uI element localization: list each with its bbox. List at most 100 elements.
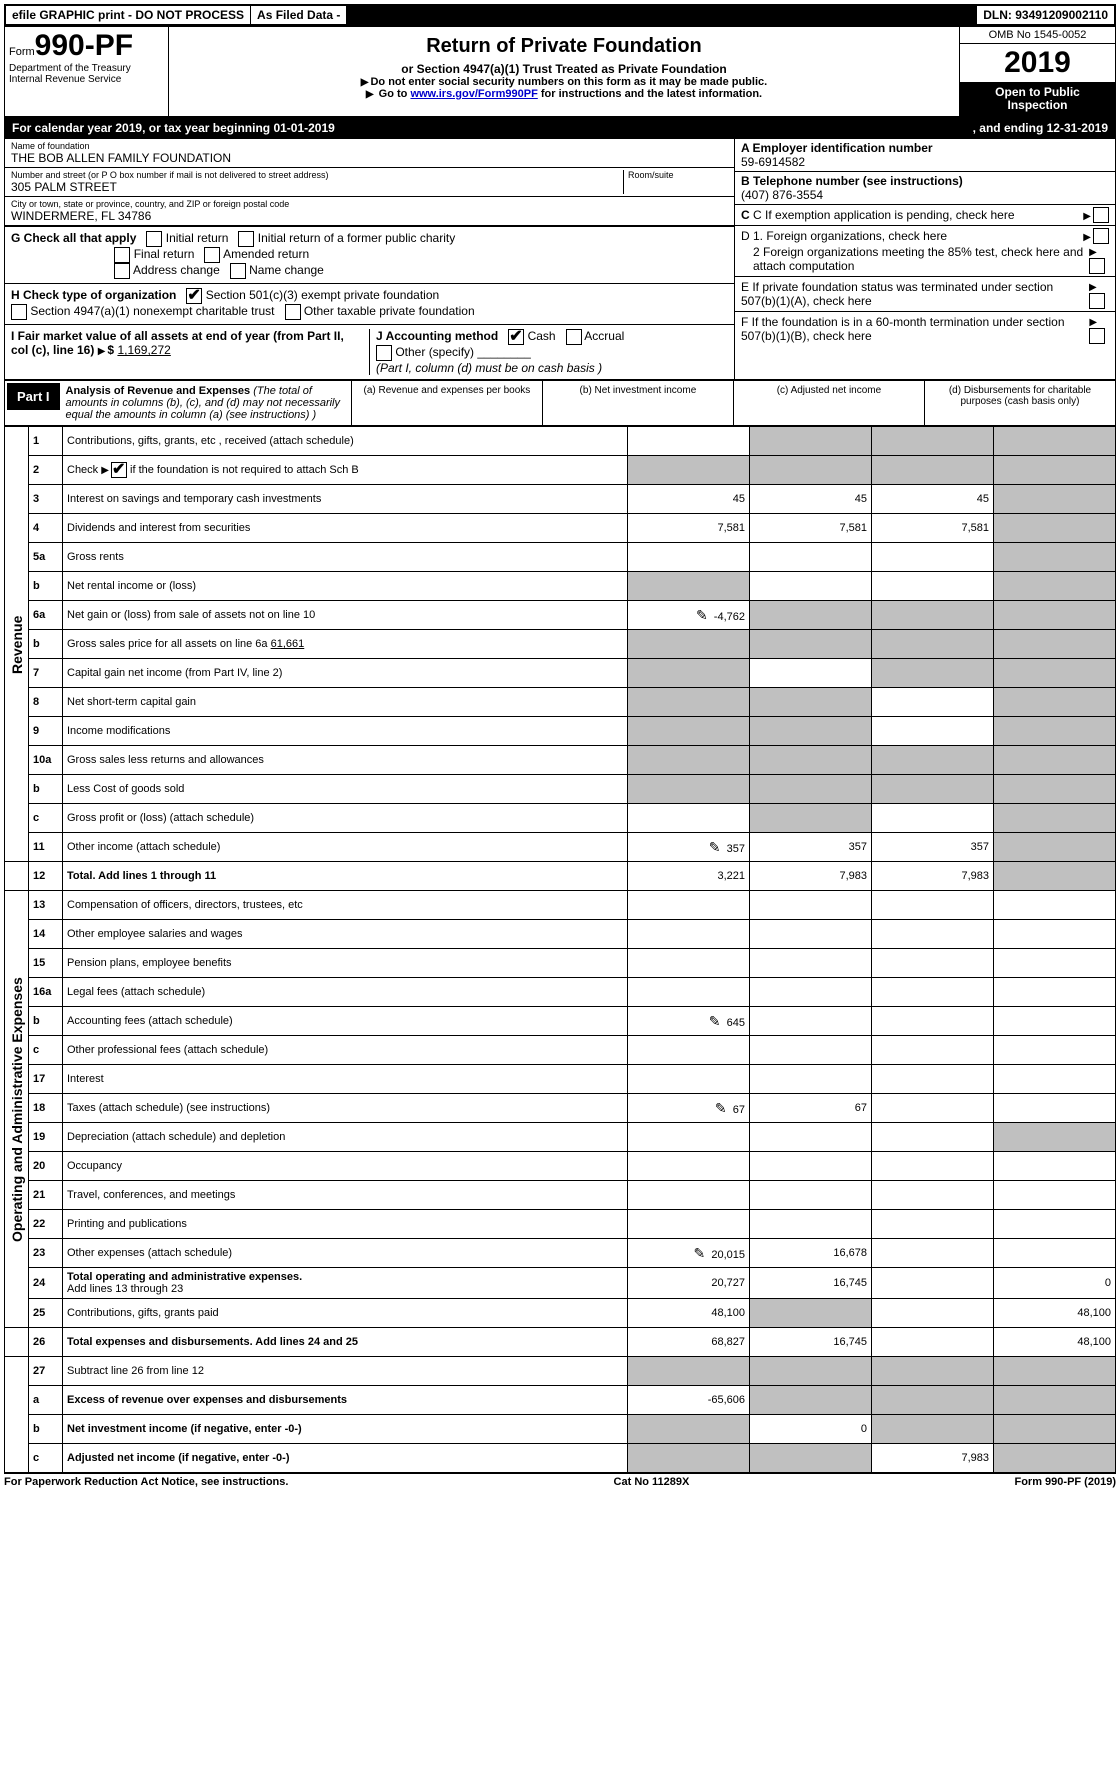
amt-c (872, 601, 994, 630)
inspect-line2: Inspection (964, 99, 1111, 112)
amt-d (994, 746, 1116, 775)
amt-b (750, 1357, 872, 1386)
section-g: G Check all that apply Initial return In… (5, 226, 734, 283)
amt-a (628, 427, 750, 456)
desc-bold: Net investment income (if negative, ente… (67, 1423, 302, 1435)
attach-icon[interactable]: ✎ (715, 1100, 727, 1116)
part1-table: Revenue 1 Contributions, gifts, grants, … (4, 426, 1116, 1473)
line-desc: Total. Add lines 1 through 11 (63, 862, 628, 891)
amt-d (994, 1123, 1116, 1152)
checkbox-initial-former[interactable] (238, 231, 254, 247)
amt-c (872, 1036, 994, 1065)
line-num: 23 (29, 1239, 63, 1268)
form-number-box: Form990-PF Department of the Treasury In… (5, 27, 169, 116)
line-desc: Adjusted net income (if negative, enter … (63, 1444, 628, 1473)
table-row: 25Contributions, gifts, grants paid 48,1… (5, 1299, 1116, 1328)
line-num: b (29, 1415, 63, 1444)
arrow-icon (366, 88, 376, 100)
table-row: b Less Cost of goods sold (5, 775, 1116, 804)
checkbox-schb[interactable] (111, 462, 127, 478)
amt-d (994, 1036, 1116, 1065)
checkbox-other-taxable[interactable] (285, 304, 301, 320)
line-num: 17 (29, 1065, 63, 1094)
amt-c (872, 543, 994, 572)
h-opt-1: Section 501(c)(3) exempt private foundat… (206, 289, 439, 303)
checkbox-name-change[interactable] (230, 263, 246, 279)
amt-d (994, 891, 1116, 920)
amt-a: 7,581 (628, 514, 750, 543)
line-desc: Gross rents (63, 543, 628, 572)
tax-year: 2019 (960, 44, 1115, 82)
attach-icon[interactable]: ✎ (693, 1245, 705, 1261)
checkbox-address-change[interactable] (114, 263, 130, 279)
table-row: 18Taxes (attach schedule) (see instructi… (5, 1094, 1116, 1123)
amt-a: 68,827 (628, 1328, 750, 1357)
table-row: c Adjusted net income (if negative, ente… (5, 1444, 1116, 1473)
amt-c (872, 1065, 994, 1094)
line-desc: Net investment income (if negative, ente… (63, 1415, 628, 1444)
efile-notice: efile GRAPHIC print - DO NOT PROCESS (6, 6, 251, 24)
checkbox-4947a1[interactable] (11, 304, 27, 320)
amt-c (872, 1415, 994, 1444)
footer-form-year: (2019) (1081, 1476, 1116, 1488)
amt-c (872, 659, 994, 688)
line-num: 15 (29, 949, 63, 978)
amt-d (994, 543, 1116, 572)
amt-val: 67 (733, 1104, 745, 1116)
checkbox-other[interactable] (376, 345, 392, 361)
spacer-cell (5, 1357, 29, 1473)
line-num: 18 (29, 1094, 63, 1123)
amt-a (628, 1036, 750, 1065)
amt-b (750, 630, 872, 659)
room-label: Room/suite (628, 170, 728, 180)
attach-icon[interactable]: ✎ (709, 1013, 721, 1029)
checkbox-d2[interactable] (1089, 258, 1105, 274)
table-row: 23Other expenses (attach schedule) ✎ 20,… (5, 1239, 1116, 1268)
g-label: G Check all that apply (11, 232, 136, 246)
checkbox-initial-return[interactable] (146, 231, 162, 247)
amt-a: 45 (628, 485, 750, 514)
amt-b (750, 1210, 872, 1239)
checkbox-d1[interactable] (1093, 228, 1109, 244)
amt-a (628, 1210, 750, 1239)
amt-a (628, 456, 750, 485)
checkbox-final-return[interactable] (114, 247, 130, 263)
checkbox-f[interactable] (1089, 328, 1105, 344)
amt-c (872, 1239, 994, 1268)
line-num: 13 (29, 891, 63, 920)
amt-b (750, 1123, 872, 1152)
h-opt-3: Other taxable private foundation (304, 305, 475, 319)
amt-c (872, 746, 994, 775)
amt-a: ✎ 20,015 (628, 1239, 750, 1268)
footer-form-num: 990-PF (1045, 1476, 1081, 1488)
amt-d (994, 659, 1116, 688)
col-a-header: (a) Revenue and expenses per books (352, 381, 543, 425)
checkbox-cash[interactable] (508, 329, 524, 345)
table-row: 17Interest (5, 1065, 1116, 1094)
line-desc: Contributions, gifts, grants paid (63, 1299, 628, 1328)
table-row: 2 Check if the foundation is not require… (5, 456, 1116, 485)
checkbox-501c3[interactable] (186, 288, 202, 304)
checkbox-e[interactable] (1089, 293, 1105, 309)
attach-icon[interactable]: ✎ (709, 839, 721, 855)
line-desc: Total operating and administrative expen… (63, 1268, 628, 1299)
amt-d (994, 1181, 1116, 1210)
calendar-year-row: For calendar year 2019, or tax year begi… (4, 117, 1116, 139)
inline-value: 61,661 (271, 638, 305, 650)
amt-a (628, 688, 750, 717)
amt-d (994, 862, 1116, 891)
irs-link[interactable]: www.irs.gov/Form990PF (410, 88, 537, 100)
amt-b (750, 804, 872, 833)
checkbox-amended[interactable] (204, 247, 220, 263)
dept-treasury: Department of the Treasury (9, 63, 164, 74)
amt-c (872, 1123, 994, 1152)
line-desc: Dividends and interest from securities (63, 514, 628, 543)
amt-c (872, 1357, 994, 1386)
d2-text: 2 Foreign organizations meeting the 85% … (753, 245, 1089, 273)
checkbox-c[interactable] (1093, 207, 1109, 223)
j-label: J Accounting method (376, 330, 498, 344)
checkbox-accrual[interactable] (566, 329, 582, 345)
j-other: Other (specify) (395, 346, 474, 360)
attach-icon[interactable]: ✎ (696, 607, 708, 623)
amt-d (994, 1007, 1116, 1036)
